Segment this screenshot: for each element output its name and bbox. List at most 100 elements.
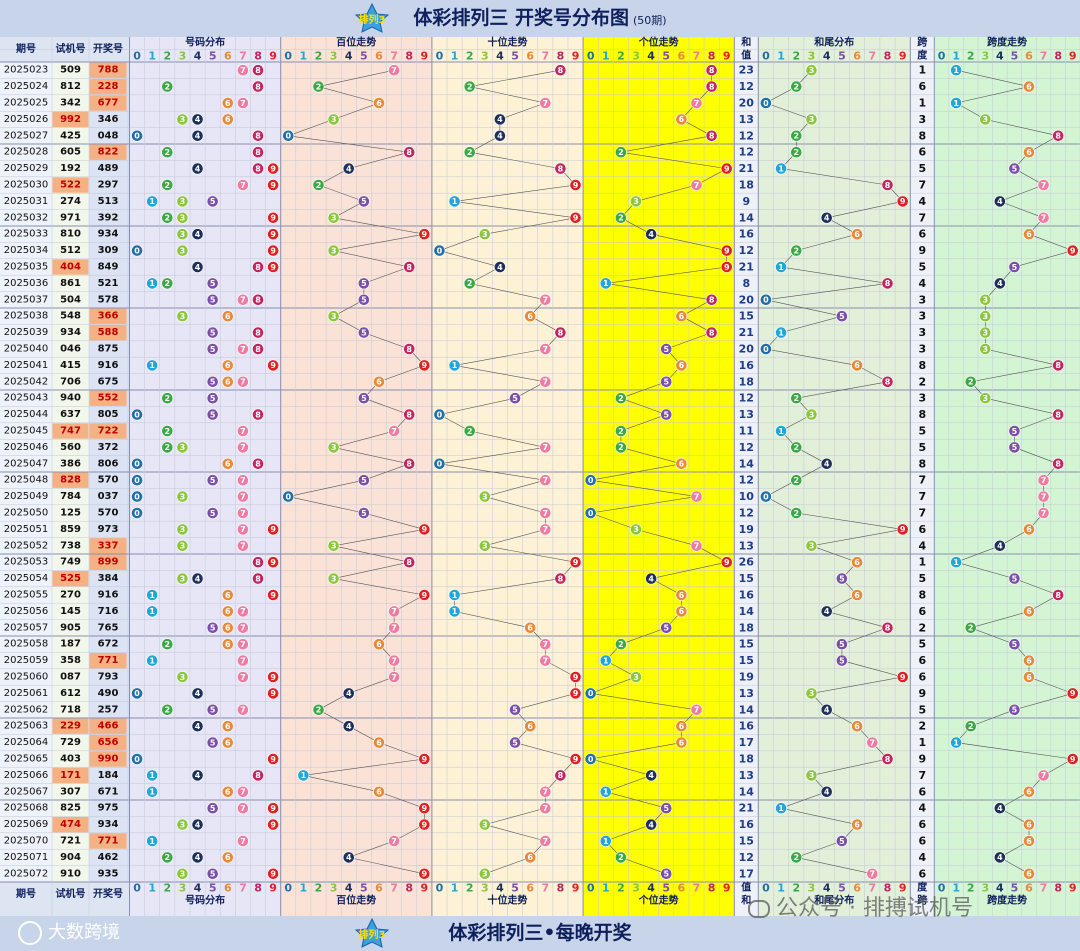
tens-ball (463, 146, 476, 159)
sum-tail-ball (896, 671, 909, 683)
tens-ball (524, 621, 537, 634)
dist-ball (176, 490, 189, 503)
span-value: 3 (918, 310, 926, 323)
digit-header-bottom: 3 (179, 882, 187, 895)
sum-tail-ball-label: 4 (824, 706, 830, 715)
units-ball (584, 507, 597, 519)
sum-value: 16 (739, 589, 755, 602)
sum-tail-ball-label: 5 (839, 837, 845, 846)
digit-header-bottom: 0 (762, 882, 770, 895)
sum-tail-ball (836, 310, 848, 323)
units-ball-label: 8 (709, 66, 715, 75)
sum-tail-ball (805, 687, 818, 700)
issue-number: 2025045 (4, 426, 49, 437)
dist-ball-label: 5 (210, 738, 216, 747)
span-ball (964, 720, 977, 733)
units-ball (645, 818, 658, 831)
hundreds-ball (357, 507, 370, 519)
dist-ball-label: 7 (240, 476, 246, 485)
span-trend-header-top: 跨度走势 (987, 36, 1027, 49)
digit-header-bottom: 6 (375, 882, 383, 895)
hundreds-ball (418, 589, 431, 601)
sum-tail-ball (775, 261, 787, 273)
digit-header-top: 7 (239, 50, 247, 63)
span-ball-label: 3 (983, 115, 989, 124)
units-ball (599, 785, 612, 798)
span-value: 9 (918, 753, 926, 766)
trial-highlight (52, 259, 89, 275)
dist-ball (221, 375, 234, 388)
dist-ball (252, 80, 264, 93)
header-draw-bottom: 开奖号 (93, 887, 123, 900)
units-ball (675, 113, 688, 126)
dist-ball (267, 359, 280, 372)
tens-ball (494, 129, 506, 142)
hundreds-ball (388, 425, 400, 437)
digit-header-top: 8 (254, 50, 262, 63)
digit-header-bottom: 2 (967, 882, 975, 895)
dist-ball (191, 769, 204, 782)
dist-ball (252, 146, 264, 159)
dist-ball (267, 211, 280, 224)
span-value: 1 (918, 736, 926, 749)
dist-ball-label: 8 (255, 558, 261, 567)
sum-tail-ball (805, 64, 818, 77)
trial-number: 403 (60, 754, 81, 765)
sum-value: 14 (739, 457, 755, 470)
span-value: 4 (918, 851, 926, 864)
tens-ball (554, 162, 567, 175)
span-ball-label: 8 (1055, 591, 1061, 600)
hundreds-ball (418, 802, 431, 815)
sum-tail-ball (881, 621, 894, 634)
units-ball (720, 261, 733, 273)
hundreds-ball-label: 5 (361, 279, 367, 288)
digit-header-bottom: 6 (1025, 882, 1033, 895)
sum-tail-ball (805, 113, 818, 126)
sum-tail-ball (881, 375, 894, 388)
hundreds-ball-label: 3 (331, 115, 337, 124)
trial-number: 812 (60, 81, 81, 92)
sum-value: 17 (739, 736, 754, 749)
dist-ball (267, 179, 280, 191)
dist-ball (161, 441, 174, 454)
sum-tail-ball (866, 736, 879, 749)
dist-ball-label: 6 (225, 853, 231, 862)
tens-ball-label: 0 (437, 246, 443, 255)
dist-ball (252, 457, 264, 470)
sum-tail-ball (820, 457, 833, 470)
units-ball-label: 2 (618, 853, 624, 862)
hundreds-ball-label: 2 (316, 181, 322, 190)
digit-header-bottom: 8 (1054, 882, 1062, 895)
hundreds-ball-label: 4 (346, 164, 352, 173)
hundreds-ball-label: 6 (376, 738, 382, 747)
hundreds-ball-label: 5 (361, 394, 367, 403)
dist-ball-label: 3 (180, 214, 186, 223)
dist-ball-label: 5 (210, 378, 216, 387)
units-ball-label: 7 (694, 99, 700, 108)
dist-ball-label: 1 (149, 279, 155, 288)
draw-number: 875 (98, 344, 119, 355)
dist-ball-label: 4 (195, 115, 201, 124)
sum-tail-ball (805, 769, 818, 782)
dist-ball (236, 425, 249, 437)
tens-ball-label: 4 (497, 263, 503, 272)
span-value: 6 (918, 80, 926, 93)
digit-header-top: 3 (632, 50, 640, 63)
sum-value: 19 (739, 671, 754, 684)
sum-tail-ball (881, 179, 894, 191)
sum-tail-ball-label: 2 (794, 443, 800, 452)
sum-tail-ball (820, 703, 833, 716)
sum-tail-header-bottom: 和尾分布 (813, 894, 854, 907)
units-ball (690, 490, 703, 503)
digit-header-bottom: 1 (300, 882, 308, 895)
sum-tail-ball (820, 211, 833, 224)
sum-value: 23 (739, 64, 754, 77)
units-header-bottom: 个位走势 (638, 894, 679, 907)
units-ball-label: 2 (618, 148, 624, 157)
span-value: 7 (918, 769, 926, 782)
tens-ball-label: 1 (452, 591, 458, 600)
hundreds-ball-label: 2 (316, 82, 322, 91)
dist-ball-label: 5 (210, 476, 216, 485)
digit-header-top: 2 (163, 50, 171, 63)
tens-ball (478, 818, 491, 831)
